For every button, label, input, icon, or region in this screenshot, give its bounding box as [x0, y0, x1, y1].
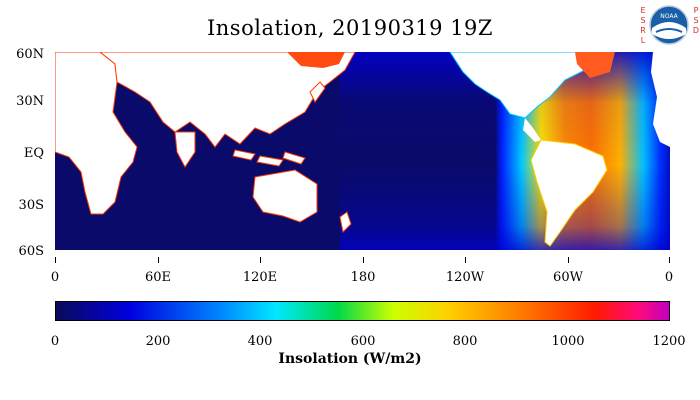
lat-label-30n: 30N: [16, 94, 44, 109]
colorbar-label-1000: 1000: [551, 334, 585, 349]
south-america-land: [530, 139, 608, 247]
lon-label-0-end: 0: [664, 270, 674, 285]
noaa-emblem-text: NOAA: [660, 13, 678, 20]
lat-label-60s: 60S: [18, 244, 44, 259]
psd-letters: PSD: [692, 6, 700, 35]
insolation-map: [55, 52, 670, 257]
lon-label-180: 180: [350, 270, 376, 285]
lat-label-eq: EQ: [23, 146, 44, 161]
esrl-letters: ESRL: [640, 6, 646, 45]
x-tick-120e: [260, 257, 261, 263]
x-tick-60e: [158, 257, 159, 263]
colorbar-label-400: 400: [247, 334, 273, 349]
lon-label-60w: 60W: [553, 270, 583, 285]
lat-label-30s: 30S: [18, 198, 44, 213]
x-tick-120w: [465, 257, 466, 263]
lon-label-60e: 60E: [144, 270, 172, 285]
x-tick-60w: [568, 257, 569, 263]
lon-label-120w: 120W: [445, 270, 485, 285]
central-america-land: [523, 118, 541, 142]
x-tick-end: [669, 257, 670, 263]
x-tick-0: [55, 257, 56, 263]
noaa-emblem-icon: NOAA: [649, 5, 689, 45]
colorbar: [55, 301, 670, 321]
kamchatka-sunlit: [287, 52, 345, 68]
colorbar-title: Insolation (W/m2): [278, 351, 422, 367]
colorbar-label-0: 0: [50, 334, 60, 349]
india-land: [174, 131, 196, 168]
lon-label-0: 0: [50, 270, 60, 285]
colorbar-label-800: 800: [452, 334, 478, 349]
antarctica-land: [55, 250, 670, 257]
africa-west-edge: [651, 52, 670, 147]
new-zealand-land: [339, 211, 352, 234]
asia-land: [99, 52, 356, 148]
x-tick-180: [363, 257, 364, 263]
australia-land: [252, 169, 318, 223]
japan-land: [309, 81, 326, 103]
lat-label-60n: 60N: [16, 47, 44, 62]
lon-label-120e: 120E: [242, 270, 278, 285]
chart-title: Insolation, 20190319 19Z: [206, 16, 494, 40]
colorbar-label-200: 200: [145, 334, 171, 349]
colorbar-label-1200: 1200: [652, 334, 686, 349]
indonesia-islands: [232, 149, 306, 167]
greenland-land: [575, 52, 615, 78]
colorbar-label-600: 600: [350, 334, 376, 349]
